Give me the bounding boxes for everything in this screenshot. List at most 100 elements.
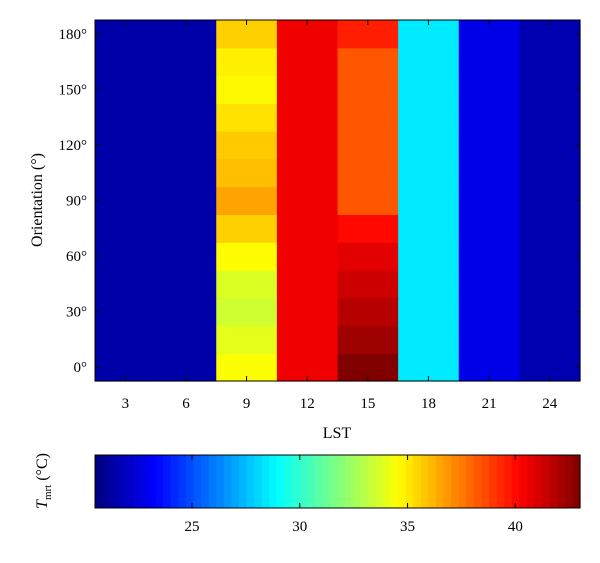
colorbar-swatch: [572, 455, 581, 508]
colorbar-swatch: [216, 455, 225, 508]
y-tick-label: 60°: [66, 249, 87, 265]
heatmap-cell: [276, 47, 339, 77]
heatmap-cell: [458, 297, 520, 327]
colorbar-swatch: [337, 455, 346, 508]
heatmap-cell: [155, 75, 217, 104]
colorbar-swatch: [246, 455, 255, 508]
y-tick-label: 0°: [74, 360, 88, 376]
heatmap-cell: [216, 325, 278, 354]
heatmap-cell: [337, 47, 399, 77]
colorbar-swatch: [163, 455, 172, 508]
colorbar-swatch: [231, 455, 240, 508]
heatmap-cell: [458, 269, 520, 299]
colorbar-swatch: [549, 455, 558, 508]
heatmap-cell: [519, 269, 581, 299]
heatmap-cell: [519, 242, 581, 271]
heatmap-cell: [155, 131, 217, 160]
colorbar-swatch: [466, 455, 475, 508]
heatmap-cell: [398, 325, 460, 354]
heatmap-cell: [458, 325, 520, 354]
heatmap-cell: [276, 214, 339, 243]
heatmap-cell: [216, 242, 278, 271]
colorbar-swatch: [481, 455, 490, 508]
colorbar-tick-label: 30: [292, 519, 307, 535]
heatmap-cell: [155, 158, 217, 188]
heatmap-cell: [398, 47, 460, 77]
colorbar-swatch: [117, 455, 126, 508]
heatmap-cell: [155, 103, 217, 132]
x-tick-label: 12: [300, 396, 315, 412]
colorbar-swatch: [329, 455, 339, 508]
heatmap-cell: [458, 75, 520, 104]
colorbar-swatch: [345, 455, 354, 508]
heatmap-cell: [519, 131, 581, 160]
y-tick-label: 180°: [59, 27, 88, 43]
y-axis-ticks: 0° 30° 60° 90° 120° 150° 180°: [59, 27, 580, 376]
heatmap-cell: [95, 158, 157, 188]
heatmap-cell: [458, 186, 520, 215]
heatmap-cell: [155, 242, 217, 271]
heatmap-cell: [276, 103, 339, 132]
colorbar-swatch: [238, 455, 248, 508]
colorbar-swatch: [292, 455, 301, 508]
colorbar-swatch: [367, 455, 376, 508]
heatmap-cell: [458, 131, 520, 160]
colorbar-swatch: [534, 455, 543, 508]
heatmap-cell: [276, 269, 339, 299]
heatmap-cell: [216, 186, 278, 215]
x-tick-label: 6: [182, 396, 190, 412]
heatmap-cell: [95, 269, 157, 299]
colorbar-swatch: [269, 455, 278, 508]
heatmap-cell: [458, 158, 520, 188]
heatmap-cell: [458, 47, 520, 77]
heatmap-cell: [216, 47, 278, 77]
colorbar-swatch: [148, 455, 157, 508]
heatmap-cell: [337, 297, 399, 327]
heatmap-cell: [95, 75, 157, 104]
heatmap-cell: [95, 103, 157, 132]
x-tick-label: 15: [360, 396, 375, 412]
colorbar-swatch: [519, 455, 528, 508]
colorbar-frame: [94, 454, 581, 509]
heatmap-cell: [337, 325, 399, 354]
heatmap-cell: [276, 75, 339, 104]
x-tick-label: 24: [542, 396, 558, 412]
heatmap-cell: [95, 131, 157, 160]
colorbar-swatch: [557, 455, 566, 508]
colorbar-swatch: [261, 455, 270, 508]
heatmap-cell: [519, 158, 581, 188]
heatmap-cell: [458, 103, 520, 132]
heatmap-cell: [155, 47, 217, 77]
heatmap-cell: [216, 297, 278, 327]
colorbar-swatch: [254, 455, 263, 508]
colorbar-swatch: [496, 455, 505, 508]
colorbar-swatch: [223, 455, 233, 508]
heatmap-cell: [398, 75, 460, 104]
x-tick-label: 18: [421, 396, 436, 412]
y-tick-label: 90°: [66, 194, 87, 210]
heatmap-cell: [519, 186, 581, 215]
colorbar-tick-label: 35: [400, 519, 415, 535]
colorbar-swatch: [352, 455, 361, 508]
heatmap-cell: [398, 269, 460, 299]
colorbar-swatch: [185, 455, 195, 508]
x-axis-ticks: 3 6 9 12 15 18 21 24: [122, 20, 558, 412]
colorbar-swatch: [201, 455, 210, 508]
colorbar-gradient: [95, 455, 581, 508]
colorbar-swatch: [420, 455, 430, 508]
heatmap-cell: [337, 75, 399, 104]
colorbar-label-sub: mrt: [42, 485, 54, 500]
colorbar-swatch: [140, 455, 149, 508]
heatmap-cell: [337, 269, 399, 299]
colorbar-swatch: [473, 455, 483, 508]
colorbar-swatch: [375, 455, 384, 508]
heatmap-cell: [398, 214, 460, 243]
x-tick-label: 21: [482, 396, 497, 412]
heatmap-cell: [216, 75, 278, 104]
colorbar-label: Tmrt (°C): [34, 453, 54, 509]
heatmap-cell: [458, 242, 520, 271]
y-tick-label: 120°: [59, 138, 88, 154]
colorbar-swatch: [443, 455, 452, 508]
